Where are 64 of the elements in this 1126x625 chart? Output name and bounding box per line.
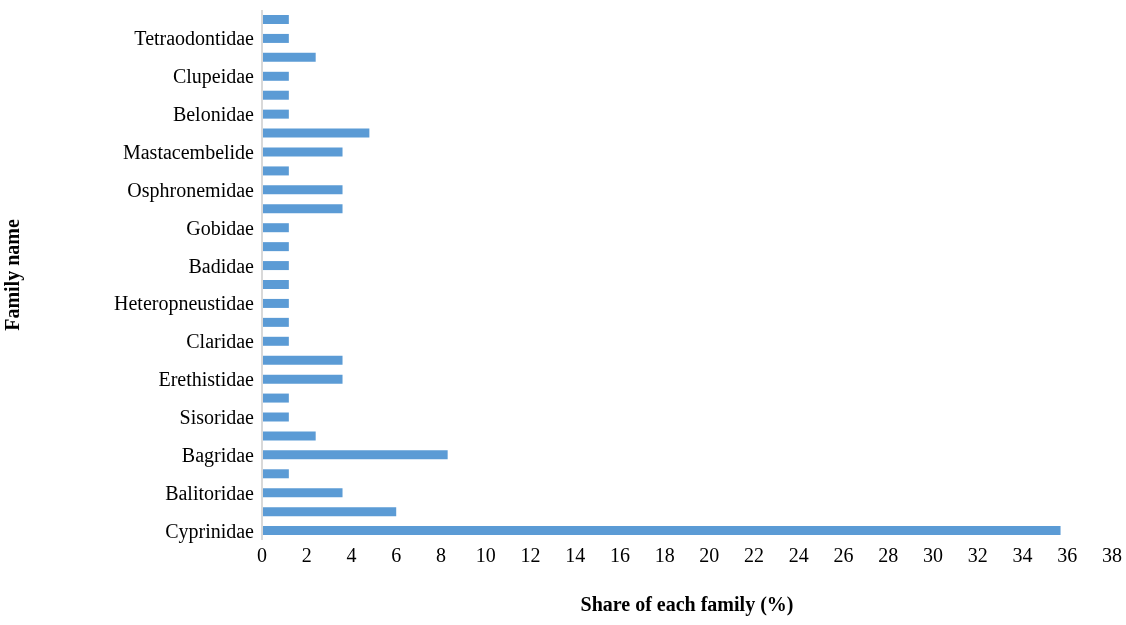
bar	[262, 242, 289, 252]
x-tick-label: 26	[833, 544, 854, 567]
bar	[262, 166, 289, 176]
bar	[262, 317, 289, 327]
bar	[262, 393, 289, 403]
x-tick-label: 10	[475, 544, 496, 567]
x-tick-label: 0	[257, 544, 267, 567]
bar	[262, 431, 316, 441]
bar	[262, 261, 289, 271]
x-tick-label: 32	[967, 544, 988, 567]
bar	[262, 52, 316, 62]
x-tick-label: 14	[565, 544, 586, 567]
bar	[262, 147, 343, 157]
bar	[262, 71, 289, 81]
y-tick-label: Clupeidae	[172, 65, 255, 89]
bar	[262, 355, 343, 365]
bar	[262, 33, 289, 43]
y-tick-label: Osphronemidae	[127, 178, 255, 202]
x-tick-label: 6	[391, 544, 402, 567]
x-tick-label: 18	[654, 544, 675, 567]
y-tick-label: Mastacembelide	[122, 141, 255, 164]
y-tick-label: Belonidae	[172, 103, 255, 126]
bar	[262, 298, 289, 308]
x-tick-label: 22	[744, 544, 765, 567]
x-tick-label: 24	[788, 544, 809, 567]
y-tick-label: Bagridae	[181, 443, 255, 467]
x-tick-label: 4	[346, 544, 357, 567]
x-tick-label: 38	[1102, 544, 1122, 567]
y-tick-label: Cyprinidae	[165, 519, 255, 543]
x-tick-label: 28	[878, 544, 899, 567]
bar	[262, 204, 343, 214]
x-tick-label: 12	[520, 544, 541, 567]
bar	[262, 507, 397, 517]
bar	[262, 185, 343, 195]
bar	[262, 374, 343, 384]
bar	[262, 109, 289, 119]
bar	[262, 469, 289, 479]
bar	[262, 280, 289, 289]
y-tick-label: Claridae	[186, 330, 255, 353]
x-tick-label: 20	[699, 544, 720, 567]
bar	[262, 526, 1061, 536]
y-tick-label: Badidae	[188, 254, 255, 277]
bar	[262, 90, 289, 100]
y-tick-label: Erethistidae	[158, 368, 255, 391]
y-tick-label: Gobidae	[186, 216, 255, 239]
x-tick-label: 8	[435, 544, 446, 567]
bar	[262, 450, 448, 460]
x-tick-label: 16	[609, 544, 630, 567]
bar	[262, 336, 289, 346]
bar	[262, 488, 343, 498]
bar	[262, 223, 289, 233]
bar	[262, 128, 370, 138]
y-tick-label: Tetraodontidae	[134, 27, 255, 50]
y-axis-title: Family name	[1, 219, 25, 331]
x-tick-label: 36	[1057, 544, 1078, 567]
x-tick-label: 2	[301, 544, 312, 567]
bar	[262, 412, 289, 422]
x-tick-label: 30	[923, 544, 944, 567]
bar	[262, 15, 289, 24]
y-tick-label: Sisoridae	[179, 406, 255, 429]
y-tick-label: Heteropneustidae	[114, 292, 255, 316]
y-tick-label: Balitoridae	[165, 481, 255, 504]
x-axis-title: Share of each family (%)	[580, 593, 794, 616]
x-tick-label: 34	[1012, 544, 1033, 567]
